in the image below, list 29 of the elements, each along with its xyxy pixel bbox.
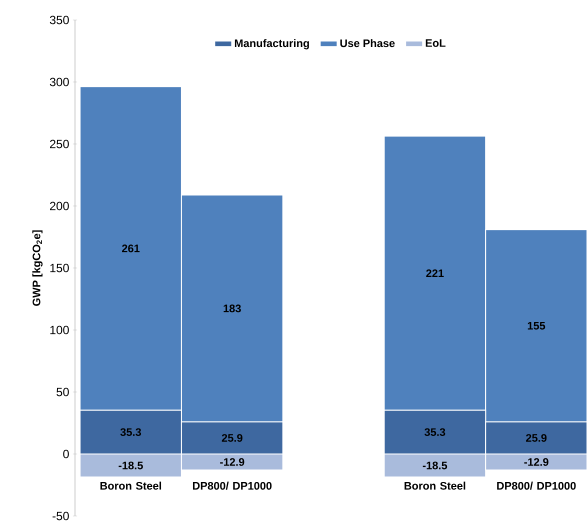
legend-label: Use Phase xyxy=(340,39,395,48)
y-tick-label: -50 xyxy=(52,512,69,520)
y-tick-label: 100 xyxy=(50,326,69,334)
data-label: 35.3 xyxy=(424,428,446,436)
data-label: 25.9 xyxy=(526,434,547,442)
y-tick-label: 50 xyxy=(56,388,69,396)
y-tick-label: 200 xyxy=(50,202,69,210)
data-label: -18.5 xyxy=(118,462,143,470)
y-tick-label: 0 xyxy=(63,450,69,458)
x-tick-label: Boron Steel xyxy=(404,482,466,490)
y-tick-label: 350 xyxy=(50,16,69,24)
x-tick-label: DP800/ DP1000 xyxy=(192,482,272,490)
data-label: 155 xyxy=(528,322,546,330)
legend-label: EoL xyxy=(426,39,446,47)
y-tick-label: 300 xyxy=(50,78,69,86)
data-label: 221 xyxy=(426,269,444,278)
data-label: -12.9 xyxy=(524,458,548,466)
data-label: 25.9 xyxy=(222,434,242,442)
data-label: -18.5 xyxy=(422,462,448,470)
data-label: 35.3 xyxy=(120,428,142,436)
y-tick-label: 250 xyxy=(50,140,69,148)
legend-label: Manufacturing xyxy=(234,39,309,50)
y-axis-title: GWP [kgCO$_{2}$e] xyxy=(32,230,43,306)
data-label: -12.9 xyxy=(220,458,244,466)
x-tick-label: DP800/ DP1000 xyxy=(497,482,576,490)
x-tick-label: Boron Steel xyxy=(100,482,162,490)
data-label: 183 xyxy=(224,304,241,312)
data-label: 261 xyxy=(122,244,140,252)
y-tick-label: 150 xyxy=(50,264,69,272)
